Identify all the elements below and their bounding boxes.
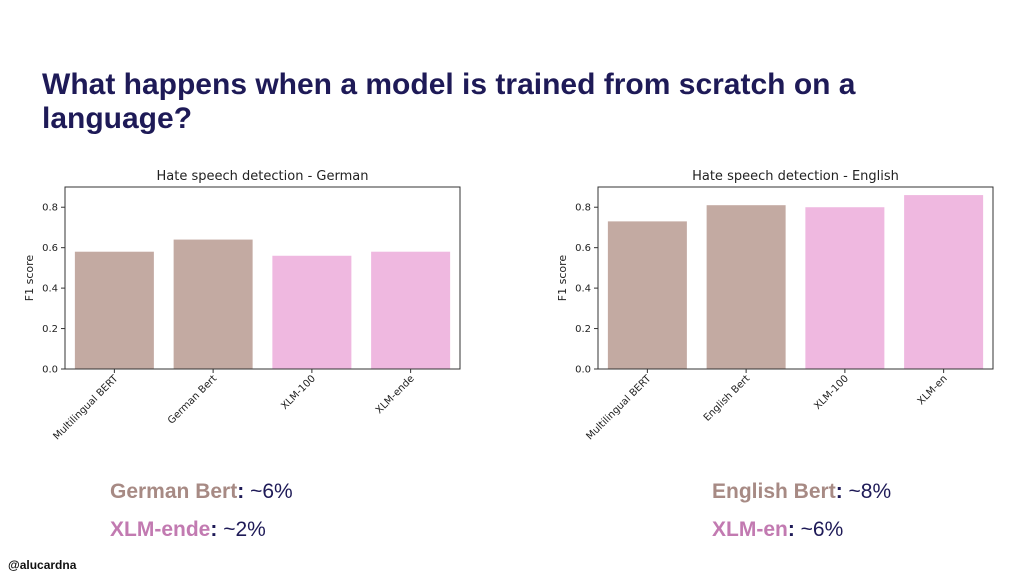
chart-english: Hate speech detection - English 0.0 0.2 0.4… xyxy=(556,169,994,443)
plot-frame xyxy=(64,186,461,370)
y-tick-label: 0.8 xyxy=(42,203,58,214)
bar xyxy=(173,239,253,369)
bar xyxy=(706,205,786,369)
note-label: German Bert xyxy=(110,480,238,503)
note-value: ~6% xyxy=(800,518,844,541)
y-axis-label: F1 score xyxy=(23,255,36,302)
x-tick-label: English Bert xyxy=(702,373,752,423)
y-tick-label: 0.4 xyxy=(575,284,591,295)
bar xyxy=(371,251,451,369)
y-tick-label: 0.6 xyxy=(42,243,58,254)
note-xlm-ende: XLM-ende: ~2% xyxy=(110,518,266,541)
x-tick-label: XLM-en xyxy=(916,373,950,407)
x-tick-label: Multilingual BERT xyxy=(584,373,654,443)
note-label: English Bert xyxy=(712,480,836,503)
chart-german: Hate speech detection - German 0.0 0.2 0.4 0… xyxy=(23,169,461,443)
bar xyxy=(607,221,687,369)
note-value: ~8% xyxy=(848,480,892,503)
bar xyxy=(904,195,984,369)
note-label: XLM-ende xyxy=(110,518,211,541)
plot-frame xyxy=(597,186,994,370)
bar xyxy=(74,251,154,369)
bar xyxy=(272,255,352,369)
x-tick-label: XLM-100 xyxy=(279,373,318,412)
chart-title: Hate speech detection - English xyxy=(692,169,899,184)
y-tick-label: 0.0 xyxy=(575,365,591,376)
note-label: XLM-en xyxy=(712,518,788,541)
slide-title: What happens when a model is trained fro… xyxy=(42,68,856,135)
x-tick-label: XLM-100 xyxy=(812,373,851,412)
note-value: ~2% xyxy=(223,518,266,541)
y-tick-label: 0.4 xyxy=(42,284,58,295)
chart-title: Hate speech detection - German xyxy=(157,169,369,184)
x-tick-label: XLM-ende xyxy=(374,373,417,416)
y-axis-label: F1 score xyxy=(556,255,569,302)
x-tick-label: German Bert xyxy=(166,373,219,426)
note-value: ~6% xyxy=(250,480,293,503)
bar xyxy=(805,207,885,369)
y-tick-label: 0.2 xyxy=(575,324,591,335)
note-german-bert: German Bert: ~6% xyxy=(110,480,293,503)
x-tick-label: Multilingual BERT xyxy=(51,373,121,443)
note-xlm-en: XLM-en: ~6% xyxy=(712,518,844,541)
note-english-bert: English Bert: ~8% xyxy=(712,480,892,503)
y-tick-label: 0.0 xyxy=(42,365,58,376)
author-credit: @alucardna xyxy=(8,558,77,572)
y-tick-label: 0.2 xyxy=(42,324,58,335)
y-tick-label: 0.8 xyxy=(575,203,591,214)
y-tick-label: 0.6 xyxy=(575,243,591,254)
